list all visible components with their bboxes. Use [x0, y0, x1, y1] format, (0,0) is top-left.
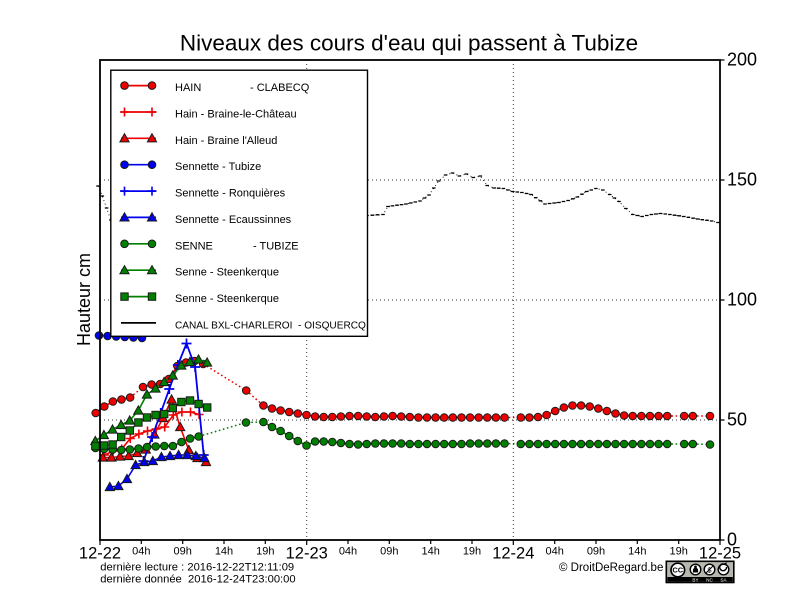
svg-text:- CLABECQ: - CLABECQ: [250, 82, 310, 94]
svg-text:19h: 19h: [463, 545, 481, 557]
svg-text:04h: 04h: [546, 545, 564, 557]
svg-text:Sennette - Ecaussinnes: Sennette - Ecaussinnes: [175, 214, 292, 226]
svg-text:09h: 09h: [380, 545, 398, 557]
svg-text:dernière lecture : 2016-12-22T: dernière lecture : 2016-12-22T12:11:09: [100, 562, 294, 574]
svg-text:Sennette - Tubize: Sennette - Tubize: [175, 161, 261, 173]
svg-text:HAIN: HAIN: [175, 82, 201, 94]
svg-text:19h: 19h: [670, 545, 688, 557]
svg-text:09h: 09h: [174, 545, 192, 557]
svg-text:14h: 14h: [215, 545, 233, 557]
svg-text:14h: 14h: [628, 545, 646, 557]
svg-text:BY: BY: [692, 577, 698, 582]
svg-text:CANAL BXL-CHARLEROI - OISQUER: CANAL BXL-CHARLEROI - OISQUERCQ: [175, 320, 366, 331]
svg-text:09h: 09h: [587, 545, 605, 557]
svg-text:Hain - Braine-le-Château: Hain - Braine-le-Château: [175, 109, 297, 121]
svg-text:14h: 14h: [422, 545, 440, 557]
svg-text:12-23: 12-23: [286, 544, 328, 562]
svg-text:SENNE: SENNE: [175, 240, 213, 252]
svg-text:12-22: 12-22: [79, 544, 121, 562]
svg-text:Sennette - Ronquières: Sennette - Ronquières: [175, 188, 286, 200]
svg-text:04h: 04h: [132, 545, 150, 557]
svg-text:19h: 19h: [256, 545, 274, 557]
svg-text:SA: SA: [720, 577, 727, 582]
svg-text:100: 100: [727, 290, 757, 310]
svg-text:04h: 04h: [339, 545, 357, 557]
svg-text:- TUBIZE: - TUBIZE: [253, 240, 299, 252]
svg-text:© DroitDeRegard.be: © DroitDeRegard.be: [559, 562, 663, 574]
svg-text:50: 50: [727, 410, 747, 430]
svg-text:200: 200: [727, 50, 757, 70]
svg-text:12-24: 12-24: [492, 544, 534, 562]
svg-text:12-25: 12-25: [699, 544, 741, 562]
svg-text:NC: NC: [706, 577, 713, 582]
svg-text:0: 0: [727, 530, 737, 550]
svg-text:Senne - Steenkerque: Senne - Steenkerque: [175, 267, 279, 279]
svg-text:Senne - Steenkerque: Senne - Steenkerque: [175, 293, 279, 305]
svg-text:150: 150: [727, 170, 757, 190]
svg-text:dernière donnée 2016-12-24T23: dernière donnée 2016-12-24T23:00:00: [100, 574, 295, 586]
svg-text:$: $: [707, 565, 712, 574]
svg-text:Hauteur cm: Hauteur cm: [74, 253, 94, 346]
svg-text:Hain - Braine l'Alleud: Hain - Braine l'Alleud: [175, 135, 277, 147]
svg-text:Niveaux des cours d'eau qui pa: Niveaux des cours d'eau qui passent à Tu…: [180, 31, 638, 56]
svg-text:CC: CC: [672, 566, 683, 575]
